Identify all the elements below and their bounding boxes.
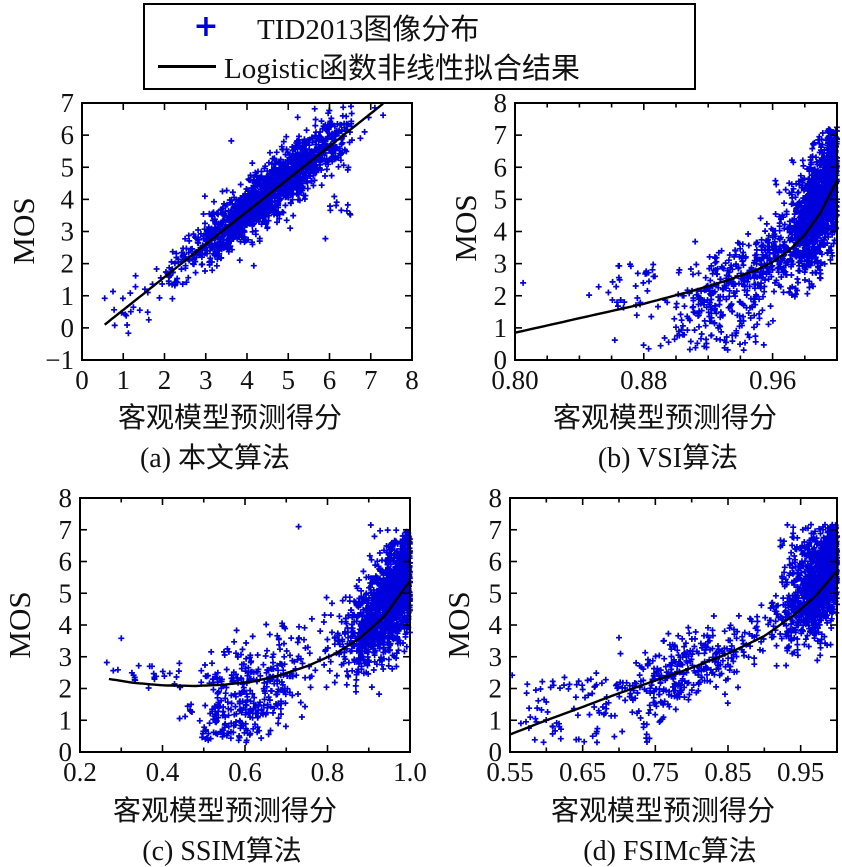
x-tick-label: 4 — [240, 365, 254, 395]
xlabel-b: 客观模型预测得分 — [552, 403, 777, 434]
fit-curve-d — [509, 570, 838, 736]
y-tick-label: 5 — [494, 184, 508, 214]
y-tick-label: 4 — [59, 610, 73, 640]
x-tick-label: 0.55 — [486, 757, 533, 787]
caption-a: (a) 本文算法 — [139, 443, 291, 474]
x-tick-label: 0.75 — [632, 757, 679, 787]
y-tick-label: 4 — [489, 610, 503, 640]
y-tick-label: 3 — [494, 249, 508, 279]
y-tick-label: 8 — [489, 483, 503, 513]
fit-curve-c — [108, 579, 411, 688]
x-tick-label: 0.6 — [228, 757, 262, 787]
xlabel-d: 客观模型预测得分 — [550, 796, 775, 827]
y-tick-label: 2 — [59, 674, 73, 704]
scatter-series-b — [520, 124, 840, 354]
y-tick-label: 2 — [494, 281, 508, 311]
ylabel-c: MOS — [2, 591, 37, 659]
scatter-series-a — [101, 103, 387, 337]
y-tick-label: 0 — [59, 737, 73, 767]
legend-scatter-label: TID2013图像分布 — [257, 13, 480, 46]
ticks-c — [79, 497, 411, 753]
legend-entry-scatter: + TID2013图像分布 — [145, 8, 694, 46]
x-tick-label: 7 — [364, 365, 378, 395]
y-tick-label: 6 — [59, 547, 73, 577]
x-tick-label: 0.8 — [311, 757, 345, 787]
x-tick-label: 0.2 — [63, 757, 97, 787]
x-tick-label: 0.4 — [146, 757, 180, 787]
y-tick-label: 1 — [494, 313, 508, 343]
y-tick-label: 3 — [489, 642, 503, 672]
y-tick-label: 0 — [489, 737, 503, 767]
x-tick-label: 0.95 — [777, 757, 824, 787]
caption-c: (c) SSIM算法 — [142, 836, 302, 867]
y-tick-label: 6 — [494, 152, 508, 182]
ylabel-b: MOS — [448, 194, 483, 262]
y-tick-label: 7 — [61, 88, 75, 118]
y-tick-label: 7 — [489, 515, 503, 545]
y-tick-label: 7 — [59, 515, 73, 545]
y-tick-label: 6 — [61, 120, 75, 150]
fit-curve-b — [514, 179, 839, 334]
y-tick-label: 4 — [61, 184, 75, 214]
x-tick-label: 0.96 — [749, 365, 796, 395]
y-tick-label: 0 — [61, 313, 75, 343]
y-tick-label: 1 — [59, 705, 73, 735]
xlabel-c: 客观模型预测得分 — [112, 796, 337, 827]
y-tick-label: 7 — [494, 120, 508, 150]
y-tick-label: 8 — [494, 88, 508, 118]
y-tick-label: 0 — [494, 345, 508, 375]
y-tick-label: 3 — [61, 217, 75, 247]
x-tick-label: 8 — [405, 365, 419, 395]
legend-entry-fit: Logistic函数非线性拟合结果 — [145, 47, 694, 85]
xlabel-a: 客观模型预测得分 — [117, 403, 342, 434]
y-tick-label: 2 — [61, 249, 75, 279]
y-tick-label: 1 — [61, 281, 75, 311]
x-tick-label: 1 — [117, 365, 131, 395]
y-tick-label: 8 — [59, 483, 73, 513]
y-tick-label: −1 — [45, 345, 74, 375]
y-tick-label: 6 — [489, 547, 503, 577]
ylabel-d: MOS — [441, 591, 476, 659]
scatter-series-d — [509, 521, 840, 746]
x-tick-label: 0.65 — [559, 757, 606, 787]
caption-d: (d) FSIMc算法 — [583, 836, 757, 867]
ticks-b — [514, 102, 838, 361]
ticks-d — [509, 497, 838, 753]
caption-b: (b) VSI算法 — [597, 443, 739, 474]
x-tick-label: 0 — [75, 365, 89, 395]
legend-fit-label: Logistic函数非线性拟合结果 — [224, 53, 581, 86]
x-tick-label: 0.80 — [491, 365, 538, 395]
x-tick-label: 6 — [323, 365, 337, 395]
x-tick-label: 0.85 — [704, 757, 751, 787]
line-marker-icon — [158, 64, 216, 68]
y-tick-label: 5 — [59, 578, 73, 608]
x-tick-label: 1.0 — [393, 757, 427, 787]
x-tick-label: 5 — [282, 365, 296, 395]
fit-curve-a — [103, 102, 384, 326]
y-tick-label: 2 — [489, 674, 503, 704]
plus-marker-icon: + — [193, 8, 219, 44]
y-tick-label: 5 — [61, 152, 75, 182]
x-tick-label: 0.88 — [620, 365, 667, 395]
ylabel-a: MOS — [6, 197, 41, 265]
legend: + TID2013图像分布 Logistic函数非线性拟合结果 — [143, 3, 696, 90]
ticks-a — [81, 102, 413, 361]
y-tick-label: 4 — [494, 217, 508, 247]
y-tick-label: 1 — [489, 705, 503, 735]
x-tick-label: 2 — [158, 365, 172, 395]
y-tick-label: 3 — [59, 642, 73, 672]
y-tick-label: 5 — [489, 578, 503, 608]
x-tick-label: 3 — [199, 365, 213, 395]
